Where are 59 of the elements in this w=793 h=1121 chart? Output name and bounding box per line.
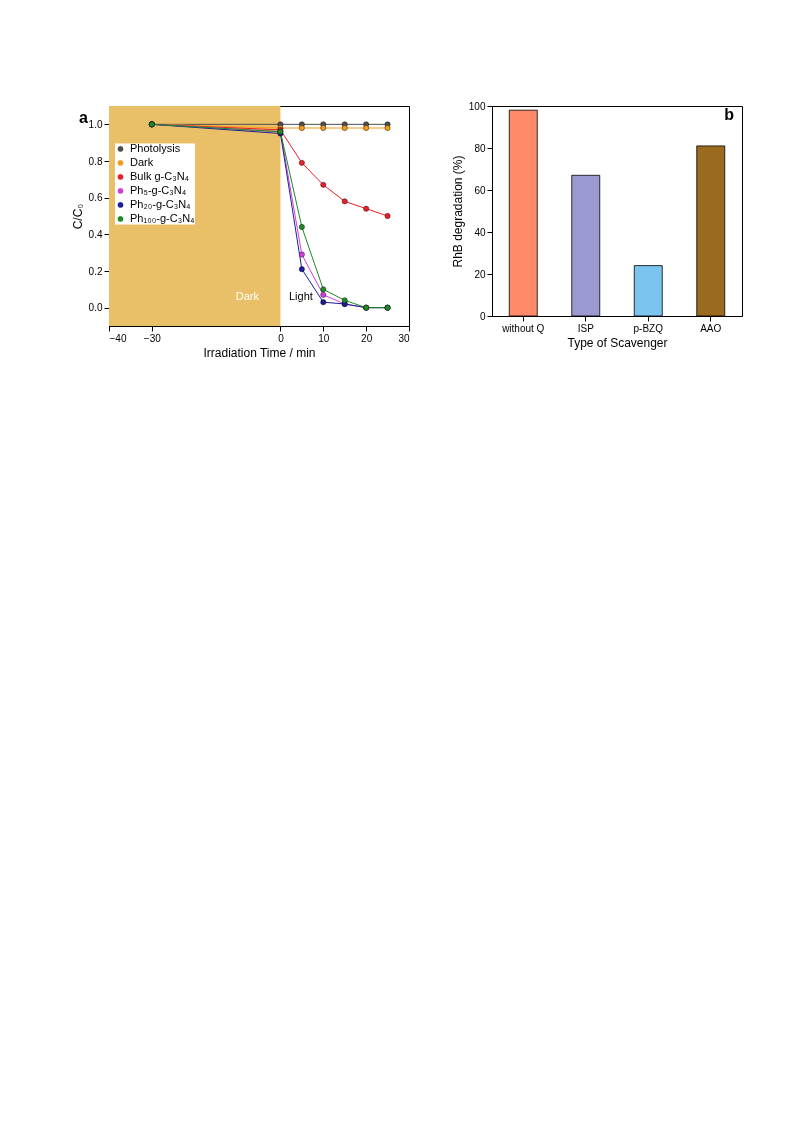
point [320, 121, 327, 128]
y-tick-label: 1.0 [88, 118, 103, 130]
annotation: Dark [235, 290, 260, 303]
point [299, 266, 305, 273]
x-tick-label: 20 [361, 332, 373, 344]
point [320, 291, 327, 298]
y-tick-label: 0.2 [88, 265, 103, 277]
chart-title: b [724, 106, 735, 123]
point [341, 198, 348, 205]
x-tick-label: −40 [109, 332, 127, 344]
point [299, 159, 305, 166]
point [363, 205, 369, 212]
y-tick-label: 80 [474, 142, 486, 154]
chart-title: a [79, 109, 89, 126]
y-tick-label: 60 [474, 184, 486, 196]
point [299, 224, 305, 230]
legend-label: Ph₂₀-g-C₃N₄ [130, 197, 192, 210]
legend-label: Photolysis [130, 141, 181, 154]
x-tick-label: −30 [143, 332, 162, 344]
point [320, 125, 327, 131]
y-tick-label: 100 [468, 100, 486, 112]
point [320, 181, 327, 188]
y-tick-label: 0 [479, 310, 486, 322]
point [341, 121, 348, 128]
x-axis-title: Type of Scavenger [567, 335, 668, 350]
point [277, 121, 284, 128]
point [384, 125, 391, 131]
legend-label: Bulk g-C₃N₄ [130, 169, 190, 182]
legend-label: Ph₅-g-C₃N₄ [130, 183, 187, 196]
point [299, 251, 305, 258]
annotation: Light [289, 290, 313, 303]
point [384, 213, 391, 219]
y-tick-label: 20 [474, 268, 486, 280]
legend-label: Ph₁₀₀-g-C₃N₄ [130, 211, 196, 224]
point [384, 121, 391, 128]
point [320, 299, 327, 306]
point [341, 297, 348, 304]
x-tick-label: p-BZQ [633, 322, 664, 334]
point [320, 286, 327, 293]
x-tick-label: 10 [318, 332, 330, 344]
point [363, 121, 369, 128]
x-tick-label: AAO [700, 322, 722, 334]
y-tick-label: 0.6 [88, 192, 103, 204]
y-tick-label: 40 [474, 226, 486, 238]
y-axis-title: RhB degradation (%) [450, 155, 465, 268]
y-tick-label: 0.8 [88, 155, 103, 167]
legend-label: Dark [130, 155, 154, 168]
x-tick-label: 0 [278, 332, 285, 344]
point [363, 125, 369, 131]
point [341, 125, 348, 131]
y-tick-label: 0.4 [88, 228, 103, 240]
x-tick-label: ISP [577, 322, 595, 334]
point [299, 121, 305, 128]
x-tick-label: without Q [501, 322, 545, 334]
point [299, 125, 305, 131]
y-axis-title: C/C₀ [70, 203, 85, 230]
y-tick-label: 0.0 [88, 302, 103, 314]
x-tick-label: 30 [398, 332, 410, 344]
x-axis-title: Irradiation Time / min [203, 345, 316, 360]
